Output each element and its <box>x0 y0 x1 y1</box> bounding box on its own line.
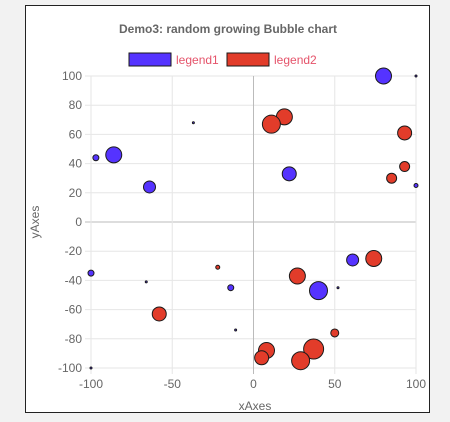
bubble-legend1[interactable] <box>234 328 238 332</box>
bubble-legend1[interactable] <box>92 154 100 162</box>
legend[interactable]: legend1 legend2 <box>128 52 317 67</box>
y-tick-labels: 100 80 60 40 20 0 -20 -40 -60 -80 -100 <box>58 69 82 375</box>
x-axis-label: xAxes <box>239 399 272 412</box>
legend-label-2: legend2 <box>274 53 317 67</box>
bubble-legend1[interactable] <box>346 253 360 267</box>
bubble-legend1[interactable] <box>144 280 148 284</box>
x-tick-label: 50 <box>328 377 342 391</box>
bubble-legend2[interactable] <box>151 306 167 322</box>
y-tick-label: -60 <box>65 303 83 317</box>
bubble-legend2[interactable] <box>365 250 383 267</box>
bubble-legend1[interactable] <box>87 269 95 277</box>
legend-item-1[interactable]: legend1 <box>128 52 219 67</box>
y-tick-label: 60 <box>69 127 83 141</box>
bubble-legend2[interactable] <box>330 328 340 338</box>
legend-item-2[interactable]: legend2 <box>226 52 317 67</box>
y-tick-label: 80 <box>69 98 83 112</box>
legend-swatch-2 <box>226 52 270 67</box>
bubble-legend1[interactable] <box>227 284 235 292</box>
bubble-legend1[interactable] <box>414 74 418 78</box>
bubble-legend2[interactable] <box>386 172 398 184</box>
bubble-legend1[interactable] <box>281 166 297 182</box>
legend-label-1: legend1 <box>176 53 219 67</box>
chart-frame: Demo3: random growing Bubble chart legen… <box>25 5 430 413</box>
legend-swatch-1 <box>128 52 172 67</box>
bubble-legend2[interactable] <box>254 350 270 366</box>
y-axis-label: yAxes <box>28 206 42 239</box>
y-tick-label: -100 <box>58 361 82 375</box>
bubble-legend2[interactable] <box>291 351 311 371</box>
bubble-legend2[interactable] <box>261 114 281 134</box>
y-tick-label: 0 <box>75 215 82 229</box>
bubble-legend1[interactable] <box>375 67 392 85</box>
bubbles <box>87 67 419 371</box>
bubble-legend2[interactable] <box>215 264 221 270</box>
y-tick-label: -20 <box>65 244 83 258</box>
bubble-chart: Demo3: random growing Bubble chart legen… <box>28 22 426 412</box>
x-tick-label: 100 <box>406 377 426 391</box>
bubble-legend1[interactable] <box>105 146 123 164</box>
y-tick-label: 40 <box>69 157 83 171</box>
bubble-legend1[interactable] <box>336 286 340 290</box>
y-tick-label: -40 <box>65 273 83 287</box>
bubble-legend1[interactable] <box>309 281 328 301</box>
bubble-legend1[interactable] <box>413 183 419 188</box>
x-tick-label: -100 <box>79 377 103 391</box>
bubble-legend2[interactable] <box>399 161 411 173</box>
x-tick-label: -50 <box>164 377 182 391</box>
x-tick-labels: -100 -50 0 50 100 <box>79 377 426 391</box>
y-tick-label: 20 <box>69 186 83 200</box>
bubble-legend2[interactable] <box>303 338 325 360</box>
bubble-legend2[interactable] <box>288 267 306 285</box>
y-tick-label: -80 <box>65 332 83 346</box>
y-tick-label: 100 <box>62 69 82 83</box>
bubble-legend1[interactable] <box>191 121 195 125</box>
bubble-legend1[interactable] <box>89 366 93 370</box>
bubble-legend2[interactable] <box>397 125 413 141</box>
x-tick-label: 0 <box>250 377 257 391</box>
grid <box>85 75 417 374</box>
bubble-legend1[interactable] <box>143 180 156 194</box>
chart-title: Demo3: random growing Bubble chart <box>119 22 337 36</box>
